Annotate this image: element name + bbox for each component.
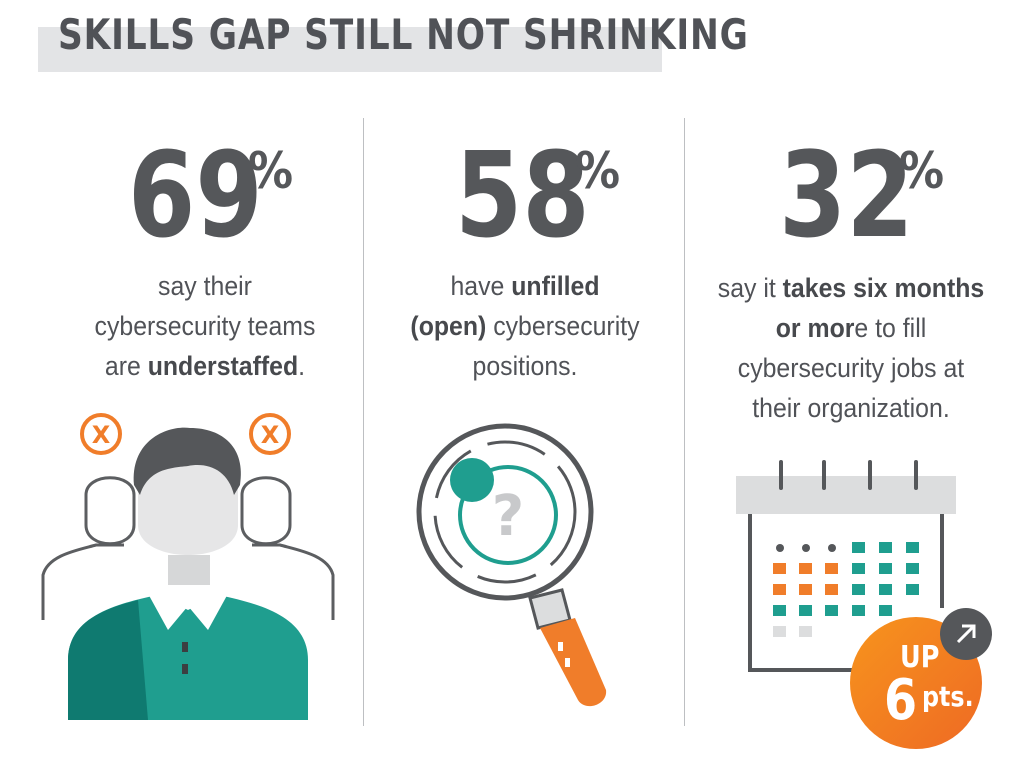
body-text: are [104,351,148,381]
stat-value: 32 [779,126,914,264]
stat-six-months: 32 % [779,126,945,264]
description-line: say it takes six months [690,268,1012,308]
title-band [38,27,662,72]
stat-description: say their cybersecurity teams are understa… [53,266,357,386]
stat-understaffed: 69 % [128,126,294,264]
stat-unfilled-positions: 58 % [455,126,621,264]
body-text: their organization. [752,393,950,423]
emphasis-text: or mor [775,313,855,343]
emphasis-text: understaffed [147,351,299,381]
question-mark-icon: ? [492,484,524,549]
badge-up-label: UP [900,640,940,675]
stat-value: 58 [455,126,590,264]
column-divider [363,118,364,726]
body-text: have [450,271,512,301]
description-line: cybersecurity teams [53,306,357,346]
stat-unit: % [575,142,621,200]
calendar-icon [736,460,956,672]
description-line: their organization. [690,388,1012,428]
emphasis-text: unfilled [511,271,600,301]
stat-description: say it takes six months or more to fill cy… [690,268,1012,428]
body-text: cybersecurity [486,311,640,341]
body-text: cybersecurity teams [94,311,316,341]
stat-description: have unfilled (open) cybersecurity positio… [373,266,677,386]
understaffed-team-icon: X X [41,413,335,720]
column-divider [684,118,685,726]
body-text: e to fill [854,313,927,343]
stat-unit: % [899,142,945,200]
badge-number: 6 [884,668,918,733]
emphasis-text: takes six months [782,273,985,303]
badge-unit: pts. [922,680,974,713]
arrow-up-right-icon [940,608,992,660]
stat-value: 69 [128,126,263,264]
description-line: or more to fill [690,308,1012,348]
x-mark-icon: X [249,413,291,455]
body-text: . [298,351,306,381]
emphasis-text: (open) [410,311,487,341]
description-line: cybersecurity jobs at [690,348,1012,388]
page-title: SKILLS GAP STILL NOT SHRINKING [58,10,749,59]
description-line: positions. [373,346,677,386]
svg-text:X: X [261,421,280,449]
body-text: cybersecurity jobs at [737,353,965,383]
body-text: say their [158,271,252,301]
svg-text:X: X [92,421,111,449]
stat-unit: % [248,142,294,200]
magnifying-glass-question-icon: ? [416,423,607,707]
description-line: say their [53,266,357,306]
body-text: positions. [472,351,578,381]
description-line: (open) cybersecurity [373,306,677,346]
description-line: have unfilled [373,266,677,306]
description-line: are understaffed. [53,346,357,386]
x-mark-icon: X [80,413,122,455]
body-text: say it [717,273,783,303]
